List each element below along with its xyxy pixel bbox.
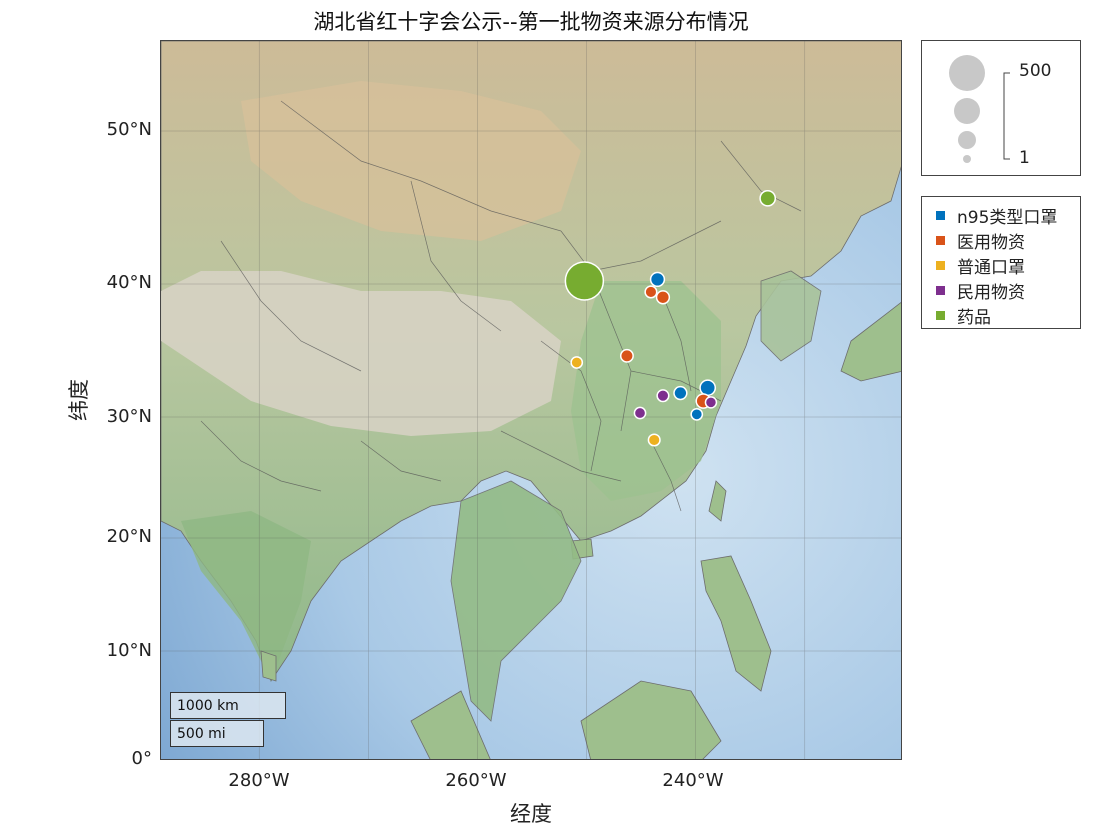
data-point[interactable] bbox=[704, 396, 718, 409]
data-point[interactable] bbox=[656, 389, 670, 403]
legend-label: 医用物资 bbox=[957, 233, 1025, 253]
size-legend-circle-min bbox=[963, 155, 971, 163]
desert bbox=[241, 81, 581, 241]
data-point[interactable] bbox=[655, 290, 671, 305]
legend-item: 药品 bbox=[922, 303, 1080, 328]
data-point[interactable] bbox=[647, 433, 661, 447]
legend-label: n95类型口罩 bbox=[957, 208, 1058, 228]
data-point[interactable] bbox=[633, 406, 647, 420]
legend-swatch bbox=[936, 261, 945, 270]
sumatra bbox=[410, 690, 491, 759]
scalebar-km-label: 1000 km bbox=[177, 698, 239, 714]
data-point[interactable] bbox=[690, 407, 704, 421]
category-legend: n95类型口罩 医用物资 普通口罩 民用物资 药品 bbox=[921, 196, 1081, 329]
y-tick-label: 30°N bbox=[106, 406, 152, 427]
legend-swatch bbox=[936, 311, 945, 320]
india-south bbox=[181, 511, 311, 681]
map-plot-area[interactable] bbox=[160, 40, 902, 760]
indochina bbox=[450, 480, 582, 722]
legend-swatch bbox=[936, 236, 945, 245]
legend-swatch bbox=[936, 286, 945, 295]
size-legend-max-label: 500 bbox=[1019, 61, 1052, 81]
data-point[interactable] bbox=[649, 271, 666, 288]
size-legend-circle-max bbox=[949, 55, 985, 91]
size-legend-circle-mid bbox=[958, 131, 976, 149]
size-legend-min-label: 1 bbox=[1019, 148, 1030, 168]
y-tick-label: 10°N bbox=[106, 640, 152, 661]
data-point[interactable] bbox=[644, 285, 658, 299]
sea-of-japan-land bbox=[760, 270, 822, 362]
plateau bbox=[161, 271, 561, 436]
scalebar-mi: 500 mi bbox=[170, 720, 264, 747]
y-tick-label: 40°N bbox=[106, 272, 152, 293]
size-legend-circle-large bbox=[954, 98, 980, 124]
chart-title: 湖北省红十字会公示--第一批物资来源分布情况 bbox=[313, 10, 749, 34]
legend-item: n95类型口罩 bbox=[922, 203, 1080, 228]
y-tick-label: 0° bbox=[131, 748, 152, 769]
size-legend-bracket bbox=[1003, 72, 1010, 160]
legend-label: 药品 bbox=[957, 308, 991, 328]
legend-label: 普通口罩 bbox=[957, 258, 1025, 278]
legend-item: 普通口罩 bbox=[922, 253, 1080, 278]
sri-lanka bbox=[260, 650, 277, 682]
legend-label: 民用物资 bbox=[957, 283, 1025, 303]
size-legend-graphic bbox=[949, 55, 1010, 163]
data-point[interactable] bbox=[673, 385, 688, 401]
data-point[interactable] bbox=[699, 379, 717, 397]
x-tick-label: 260°W bbox=[445, 770, 507, 791]
scalebar-km: 1000 km bbox=[170, 692, 286, 719]
data-points bbox=[564, 189, 777, 447]
x-tick-label: 240°W bbox=[662, 770, 724, 791]
map-canvas bbox=[161, 41, 901, 759]
taiwan bbox=[708, 480, 727, 522]
legend-item: 医用物资 bbox=[922, 228, 1080, 253]
x-tick-label: 280°W bbox=[228, 770, 290, 791]
legend-item: 民用物资 bbox=[922, 278, 1080, 303]
data-point[interactable] bbox=[759, 189, 777, 207]
y-tick-label: 50°N bbox=[106, 119, 152, 140]
borneo bbox=[580, 680, 722, 759]
philippines bbox=[700, 555, 772, 692]
y-axis-label: 纬度 bbox=[67, 379, 91, 421]
size-legend: 500 1 bbox=[921, 40, 1081, 176]
data-point[interactable] bbox=[619, 348, 634, 363]
y-tick-label: 20°N bbox=[106, 526, 152, 547]
data-point[interactable] bbox=[570, 356, 584, 369]
scalebar-mi-label: 500 mi bbox=[177, 726, 226, 742]
x-axis-label: 经度 bbox=[510, 802, 552, 826]
east-plains bbox=[571, 281, 721, 501]
legend-swatch bbox=[936, 211, 945, 220]
province-borders bbox=[200, 100, 802, 512]
japan bbox=[840, 302, 901, 382]
data-point[interactable] bbox=[564, 261, 605, 301]
